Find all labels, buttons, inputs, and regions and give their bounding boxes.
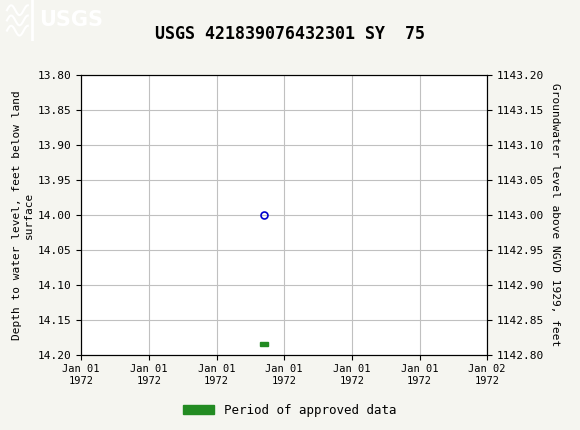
Legend: Period of approved data: Period of approved data <box>178 399 402 421</box>
Y-axis label: Depth to water level, feet below land
surface: Depth to water level, feet below land su… <box>12 90 34 340</box>
Text: USGS: USGS <box>39 10 103 31</box>
Bar <box>260 342 267 347</box>
Y-axis label: Groundwater level above NGVD 1929, feet: Groundwater level above NGVD 1929, feet <box>550 83 560 347</box>
Text: USGS 421839076432301 SY  75: USGS 421839076432301 SY 75 <box>155 25 425 43</box>
